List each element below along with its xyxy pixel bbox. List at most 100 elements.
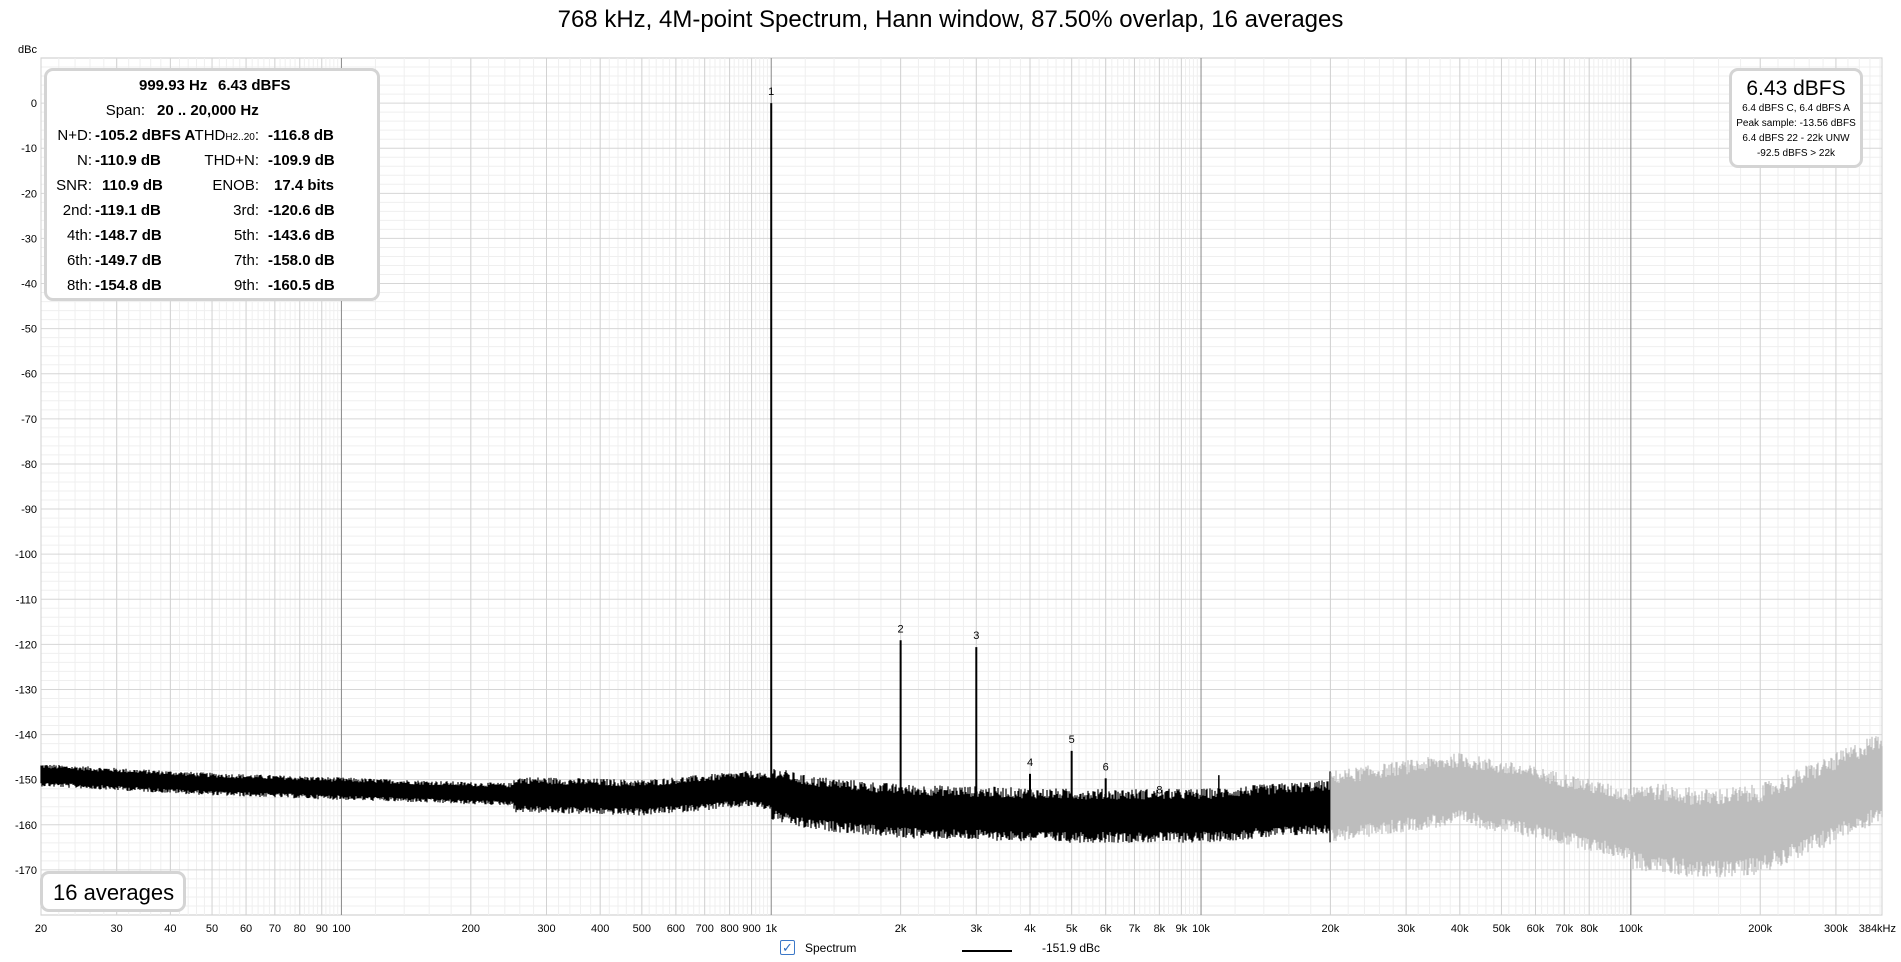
fundamental-level: 6.43 dBFS [218, 77, 291, 94]
n-value: -110.9 dB [95, 152, 161, 169]
h8-label: 8th: [66, 277, 92, 294]
x-tick-label: 60k [1527, 923, 1545, 935]
x-tick-label: 1k [765, 923, 777, 935]
legend-series-name: Spectrum [805, 941, 857, 955]
y-tick-label: -60 [21, 369, 37, 381]
x-tick-label: 60 [240, 923, 252, 935]
spectrum-visibility-checkbox[interactable]: ✓ [780, 940, 795, 955]
y-tick-label: -80 [21, 459, 37, 471]
level-readout-panel: 6.43 dBFS 6.4 dBFS C, 6.4 dBFS A Peak sa… [1729, 68, 1863, 168]
h6-value: -149.7 dB [95, 252, 162, 269]
harmonic-label: 5 [1069, 734, 1075, 746]
x-tick-label: 80k [1580, 923, 1598, 935]
h7-value: -158.0 dB [268, 252, 335, 269]
y-tick-label: -170 [15, 865, 37, 877]
x-tick-label: 5k [1066, 923, 1078, 935]
h4-value: -148.7 dB [95, 227, 162, 244]
x-tick-label: 50 [206, 923, 218, 935]
h3-value: -120.6 dB [268, 202, 335, 219]
stats-row-h6-h7: 6th: -149.7 dB 7th: -158.0 dB [47, 252, 377, 277]
harmonic-label: 4 [1027, 757, 1033, 769]
x-tick-label: 50k [1493, 923, 1511, 935]
x-tick-label: 2k [895, 923, 907, 935]
y-tick-label: -150 [15, 775, 37, 787]
y-tick-label: -130 [15, 684, 37, 696]
stats-row-snr-enob: SNR: 110.9 dB ENOB: 17.4 bits [47, 177, 377, 202]
level-main-value: 6.43 dBFS [1746, 77, 1846, 100]
stats-row-h2-h3: 2nd: -119.1 dB 3rd: -120.6 dB [47, 202, 377, 227]
x-tick-label: 10k [1192, 923, 1210, 935]
spectrum-trace-out-of-band [1330, 736, 1883, 878]
stats-span-row: Span: 20 .. 20,000 Hz [47, 102, 377, 127]
x-tick-label: 4k [1024, 923, 1036, 935]
x-tick-label: 70 [269, 923, 281, 935]
x-tick-label: 80 [294, 923, 306, 935]
chart-title: 768 kHz, 4M-point Spectrum, Hann window,… [557, 6, 1344, 33]
harmonic-label: 1 [768, 86, 774, 98]
h8-value: -154.8 dB [95, 277, 162, 294]
fundamental-frequency: 999.93 Hz [139, 77, 208, 94]
x-tick-label: 20 [35, 923, 47, 935]
h9-label: 9th: [233, 277, 259, 294]
y-tick-label: -10 [21, 143, 37, 155]
thdn-label: THD+N: [204, 152, 259, 169]
measurement-stats-panel: 999.93 Hz 6.43 dBFS Span: 20 .. 20,000 H… [44, 68, 380, 301]
thd-label-sub: H2..20 [225, 132, 255, 143]
y-tick-label: -40 [21, 279, 37, 291]
x-tick-label: 70k [1555, 923, 1573, 935]
stats-row-n-thdn: N: -110.9 dB THD+N: -109.9 dB [47, 152, 377, 177]
n-label: N: [77, 152, 92, 169]
x-tick-label: 200 [462, 923, 480, 935]
stats-row-h4-h5: 4th: -148.7 dB 5th: -143.6 dB [47, 227, 377, 252]
nd-value: -105.2 dBFS A [95, 127, 196, 144]
span-value: 20 .. 20,000 Hz [157, 102, 259, 119]
x-tick-label: 90 [316, 923, 328, 935]
harmonic-label: 6 [1103, 761, 1109, 773]
x-tick-label: 400 [591, 923, 609, 935]
thd-label-colon: : [254, 127, 259, 144]
y-tick-label: -70 [21, 414, 37, 426]
x-tick-label: 40 [164, 923, 176, 935]
x-tick-label: 200k [1748, 923, 1772, 935]
x-tick-label: 3k [970, 923, 982, 935]
thd-label: THDH2..20: [195, 127, 259, 144]
x-tick-label: 30k [1397, 923, 1415, 935]
y-tick-label: -50 [21, 324, 37, 336]
x-tick-label: 700 [695, 923, 713, 935]
x-tick-label: 100k [1619, 923, 1643, 935]
x-tick-label: 6k [1100, 923, 1112, 935]
h5-value: -143.6 dB [268, 227, 335, 244]
enob-label: ENOB: [212, 177, 259, 194]
stats-row-h8-h9: 8th: -154.8 dB 9th: -160.5 dB [47, 277, 377, 302]
stats-row-nd-thd: N+D: -105.2 dBFS A THDH2..20: -116.8 dB [47, 127, 377, 152]
stats-header-row: 999.93 Hz 6.43 dBFS [47, 77, 377, 102]
x-tick-label: 500 [633, 923, 651, 935]
enob-value: 17.4 bits [274, 177, 335, 194]
span-label: Span: [105, 102, 145, 119]
x-tick-label: 900 [742, 923, 760, 935]
harmonic-label: 8 [1156, 784, 1162, 796]
harmonic-label: 9 [1178, 810, 1184, 822]
harmonic-label: 2 [898, 623, 904, 635]
spectrum-trace [40, 764, 1331, 843]
y-tick-label: -100 [15, 549, 37, 561]
y-tick-label: -140 [15, 730, 37, 742]
legend-cursor-value: -151.9 dBc [1042, 941, 1101, 955]
h4-label: 4th: [66, 227, 92, 244]
y-tick-label: -160 [15, 820, 37, 832]
x-tick-label: 100 [332, 923, 350, 935]
y-tick-label: -90 [21, 504, 37, 516]
y-tick-label: -110 [16, 594, 37, 606]
x-tick-label: 40k [1451, 923, 1469, 935]
legend-line-swatch [962, 950, 1012, 952]
y-axis-unit-label: dBc [18, 44, 37, 56]
x-tick-label: 800 [720, 923, 738, 935]
x-tick-label: 8k [1154, 923, 1166, 935]
h9-value: -160.5 dB [268, 277, 335, 294]
harmonic-label: 3 [973, 630, 979, 642]
level-weighted: 6.4 dBFS C, 6.4 dBFS A [1742, 103, 1850, 114]
snr-value: 110.9 dB [102, 177, 163, 194]
thd-value: -116.8 dB [268, 127, 334, 144]
h2-value: -119.1 dB [95, 202, 161, 219]
